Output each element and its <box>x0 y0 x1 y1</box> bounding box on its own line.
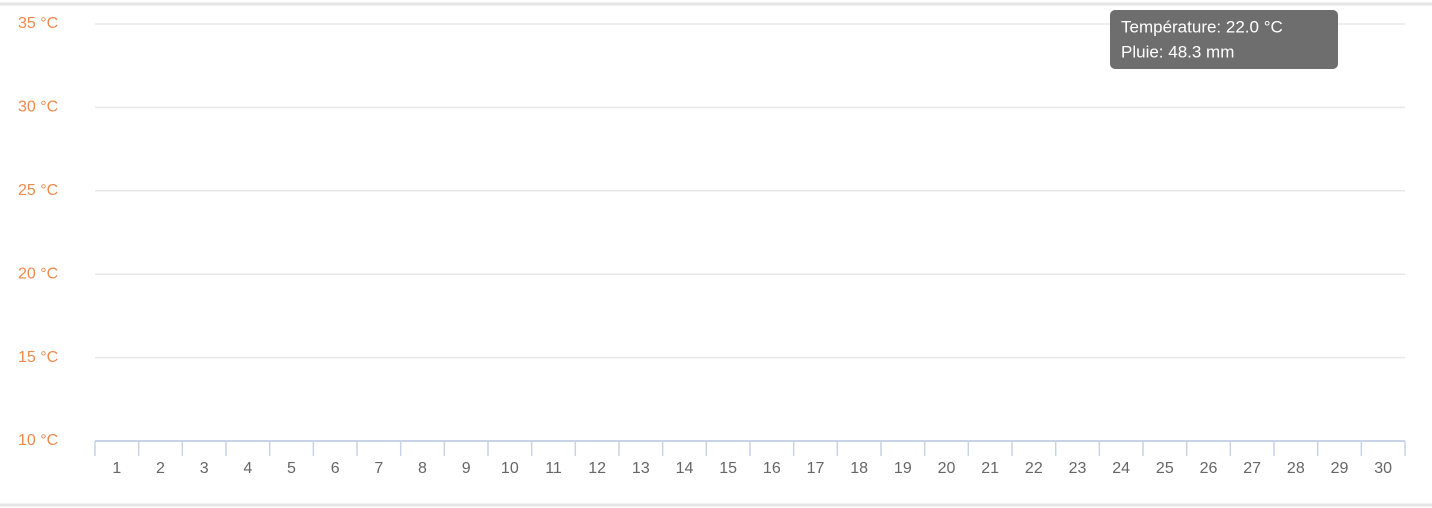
x-tick-label: 23 <box>1069 460 1087 477</box>
x-tick-label: 6 <box>331 460 340 477</box>
x-tick-label: 13 <box>632 460 650 477</box>
x-tick-label: 26 <box>1200 460 1218 477</box>
y-tick-label: 15 °C <box>18 349 58 366</box>
y-tick-label: 35 °C <box>18 15 58 32</box>
x-tick-label: 5 <box>287 460 296 477</box>
x-tick-label: 8 <box>418 460 427 477</box>
y-tick-label: 30 °C <box>18 99 58 116</box>
x-tick-label: 10 <box>501 460 519 477</box>
y-tick-label: 25 °C <box>18 182 58 199</box>
x-tick-label: 15 <box>719 460 737 477</box>
x-tick-label: 25 <box>1156 460 1174 477</box>
y-tick-label: 10 °C <box>18 432 58 449</box>
x-tick-label: 11 <box>545 460 562 477</box>
x-tick-label: 16 <box>763 460 781 477</box>
x-tick-label: 4 <box>243 460 252 477</box>
x-tick-label: 21 <box>981 460 999 477</box>
tooltip: Température: 22.0 °C Pluie: 48.3 mm <box>1110 10 1338 69</box>
grid: 10 °C 15 °C 20 °C 25 °C 30 °C 35 °C <box>18 15 1405 449</box>
x-tick-label: 19 <box>894 460 912 477</box>
tooltip-line: Pluie: 48.3 mm <box>1121 42 1234 61</box>
tooltip-line: Température: 22.0 °C <box>1121 17 1283 36</box>
x-axis: 1 2 3 4 5 6 7 8 9 10 11 12 13 14 15 16 17 18 19 20 21 22 23 24 2… <box>94 440 1406 477</box>
x-tick-label: 18 <box>850 460 868 477</box>
x-tick-label: 3 <box>200 460 209 477</box>
x-tick-label: 20 <box>938 460 956 477</box>
x-tick-label: 17 <box>807 460 825 477</box>
x-tick-label: 22 <box>1025 460 1043 477</box>
x-tick-label: 27 <box>1243 460 1261 477</box>
x-tick-label: 28 <box>1287 460 1305 477</box>
x-tick-label: 1 <box>112 460 121 477</box>
y-tick-label: 20 °C <box>18 265 58 282</box>
x-tick-label: 29 <box>1331 460 1349 477</box>
x-tick-label: 7 <box>374 460 383 477</box>
tooltip-box <box>1110 10 1338 69</box>
x-tick-label: 12 <box>588 460 606 477</box>
x-tick-label: 24 <box>1112 460 1130 477</box>
x-tick-label: 14 <box>676 460 694 477</box>
x-tick-label: 2 <box>156 460 165 477</box>
x-tick-label: 30 <box>1374 460 1392 477</box>
x-tick-label: 9 <box>462 460 471 477</box>
